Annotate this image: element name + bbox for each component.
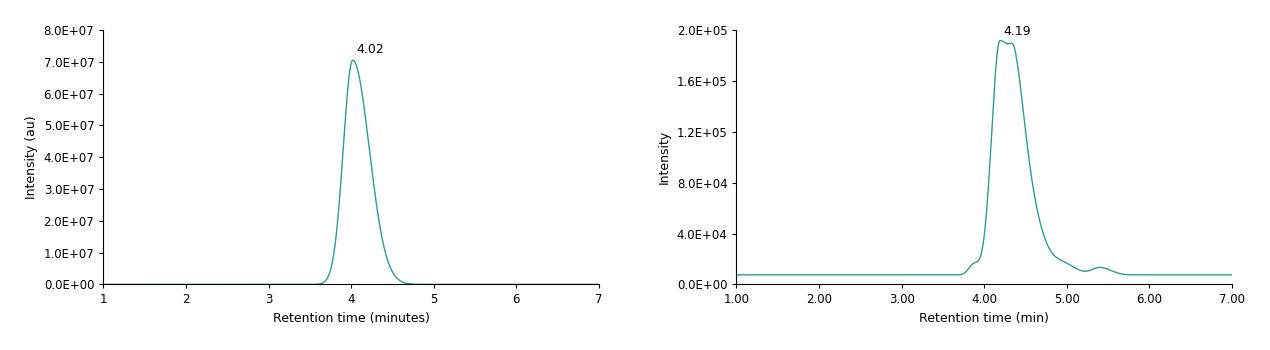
Text: 4.02: 4.02 (357, 43, 385, 56)
Y-axis label: Intensity (au): Intensity (au) (25, 116, 38, 199)
Text: 4.19: 4.19 (1003, 25, 1031, 38)
X-axis label: Retention time (min): Retention time (min) (919, 312, 1049, 325)
Y-axis label: Intensity: Intensity (658, 130, 671, 184)
X-axis label: Retention time (minutes): Retention time (minutes) (273, 312, 429, 325)
